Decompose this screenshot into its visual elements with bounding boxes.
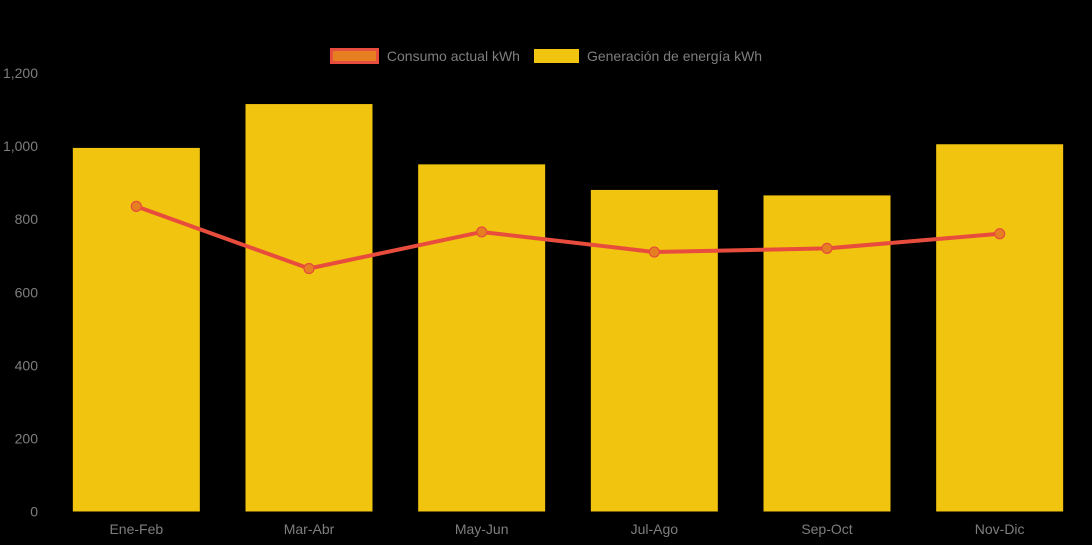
y-tick-label-0: 0 (30, 504, 38, 520)
legend-swatch-generacion-icon (533, 49, 579, 63)
y-tick-label-600: 600 (15, 284, 39, 300)
bar-nov-dic[interactable] (936, 144, 1064, 512)
line-point-jul-ago[interactable] (648, 246, 660, 258)
legend-label-consumo-actual: Consumo actual kWh (386, 48, 520, 64)
y-tick-label-200: 200 (15, 430, 39, 446)
legend-swatch-consumo-icon (329, 48, 379, 64)
bar-jul-ago[interactable] (590, 189, 718, 512)
consumption-line (134, 204, 1002, 271)
x-tick-label-jul-ago: Jul-Ago (631, 521, 679, 537)
line-point-may-jun[interactable] (476, 226, 488, 238)
bar-may-jun[interactable] (418, 164, 546, 512)
x-tick-label-may-jun: May-Jun (455, 521, 509, 537)
line-point-ene-feb[interactable] (130, 200, 142, 212)
legend-label-generacion-energia: Generación de energía kWh (586, 48, 763, 64)
y-tick-label-800: 800 (15, 211, 39, 227)
line-point-nov-dic[interactable] (994, 228, 1006, 240)
x-tick-label-mar-abr: Mar-Abr (284, 521, 335, 537)
line-point-mar-abr[interactable] (303, 262, 315, 275)
y-tick-label-400: 400 (15, 357, 39, 373)
legend-item-consumo-actual[interactable]: Consumo actual kWh (329, 48, 520, 64)
x-tick-label-nov-dic: Nov-Dic (975, 521, 1025, 537)
x-tick-label-sep-oct: Sep-Oct (801, 521, 852, 537)
line-point-sep-oct[interactable] (821, 242, 833, 254)
y-tick-label-1-200: 1,200 (3, 65, 38, 81)
bar-mar-abr[interactable] (245, 104, 373, 512)
legend-item-generacion-energia[interactable]: Generación de energía kWh (533, 48, 763, 64)
y-tick-label-1-000: 1,000 (3, 138, 38, 154)
legend: Consumo actual kWh Generación de energía… (0, 48, 1092, 64)
x-tick-label-ene-feb: Ene-Feb (109, 521, 163, 537)
